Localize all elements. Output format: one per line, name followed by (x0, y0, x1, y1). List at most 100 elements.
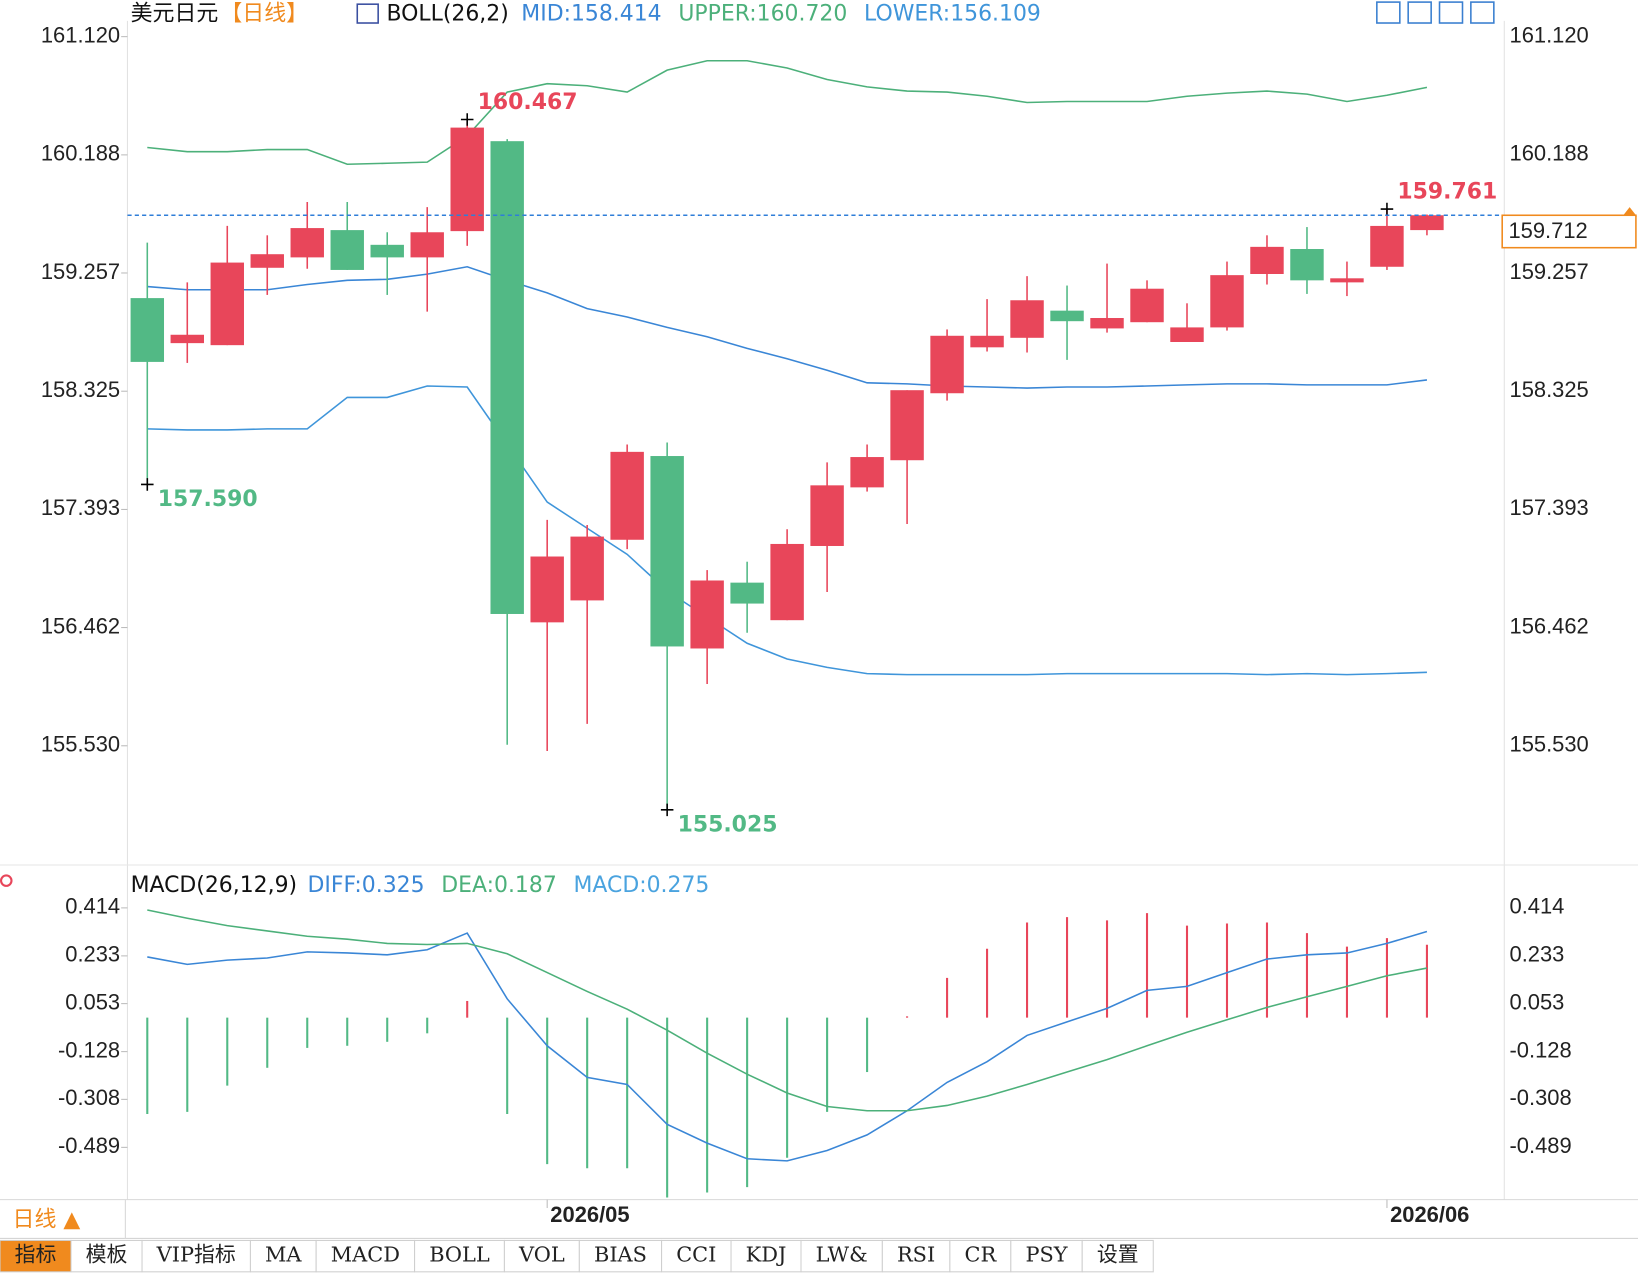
candle-body (610, 451, 644, 540)
candle-body (1370, 225, 1404, 267)
y-tick-label: 156.462 (1510, 613, 1589, 638)
candle-body (970, 335, 1004, 348)
candle-body (330, 230, 364, 270)
tab-bg[interactable] (0, 1239, 72, 1273)
tab[interactable]: LW& (800, 1239, 883, 1273)
tab-label[interactable]: BIAS (594, 1243, 647, 1267)
y-tick-label: 160.188 (41, 141, 120, 166)
y-tick-label: 0.233 (1510, 942, 1565, 967)
tab-bg[interactable] (661, 1239, 732, 1273)
y-tick-label: 157.393 (1510, 495, 1589, 520)
tab-bg[interactable] (249, 1239, 317, 1273)
tab-label[interactable]: PSY (1025, 1243, 1067, 1267)
tab-bg[interactable] (1081, 1239, 1154, 1273)
tab[interactable]: 设置 (1081, 1239, 1154, 1273)
candle-body (170, 334, 204, 344)
band-line (147, 59, 1428, 166)
annotation-marker (660, 803, 674, 817)
tab[interactable]: 模板 (70, 1239, 143, 1273)
y-tick-label: -0.489 (1510, 1133, 1572, 1158)
annotation-marker (460, 113, 474, 126)
annotation-marker (1380, 202, 1394, 216)
y-tick-label: 156.462 (41, 613, 120, 638)
icon[interactable] (1438, 1, 1464, 24)
candle-body (890, 390, 924, 461)
current-price-box (1501, 214, 1637, 249)
tab-bg[interactable] (503, 1239, 580, 1273)
tab[interactable]: 指标 (0, 1239, 72, 1273)
tab[interactable]: MA (249, 1239, 317, 1273)
y-tick-label: 155.530 (1510, 732, 1589, 757)
tab-bg[interactable] (881, 1239, 951, 1273)
tab-label[interactable]: BOLL (429, 1243, 490, 1267)
candle-body (210, 262, 244, 346)
tab[interactable]: VIP指标 (141, 1239, 251, 1273)
candle-body (850, 457, 884, 488)
tab-bg[interactable] (949, 1239, 1012, 1273)
tab-label[interactable]: CR (964, 1243, 997, 1267)
macd-panel: 0.414 0.414 0.233 0.233 0.053 0.053 -0.128 -0.1… (58, 873, 1572, 1198)
tab-label[interactable]: 设置 (1097, 1243, 1139, 1267)
tab-label[interactable]: KDJ (746, 1243, 787, 1267)
tab[interactable]: CCI (661, 1239, 732, 1273)
tab-label[interactable]: MA (265, 1243, 302, 1267)
band-line (147, 265, 1428, 389)
indicator-icon (356, 3, 379, 24)
candle-body (1410, 215, 1444, 231)
tab-label[interactable]: MACD (331, 1243, 400, 1267)
tab-label[interactable]: LW& (816, 1243, 868, 1267)
candle-body (1170, 327, 1204, 342)
panel-icon[interactable] (0, 874, 13, 887)
tab-bg[interactable] (730, 1239, 802, 1273)
legend-entry: DEA:0.187 (441, 873, 557, 898)
macd-line (147, 909, 1428, 1112)
toolbar-icons[interactable] (1376, 1, 1495, 24)
icon[interactable] (1407, 1, 1432, 24)
icon[interactable] (1376, 1, 1401, 24)
tab[interactable]: PSY (1010, 1239, 1083, 1273)
tab[interactable]: BIAS (578, 1239, 663, 1273)
candle-body (1290, 249, 1324, 281)
tab-label[interactable]: VIP指标 (156, 1243, 236, 1267)
tab-label[interactable]: VOL (518, 1243, 565, 1267)
candle-body (690, 580, 724, 649)
tab[interactable]: BOLL (414, 1239, 505, 1273)
tab-label[interactable]: RSI (897, 1243, 935, 1267)
annotation-marker (141, 478, 154, 491)
y-tick-label: 0.233 (65, 942, 120, 967)
candle-body (290, 228, 324, 258)
period-selector[interactable]: 日线 ▲ (13, 1208, 81, 1233)
candle-body (930, 335, 964, 394)
band-line (147, 385, 1427, 676)
tab-bg[interactable] (315, 1239, 416, 1273)
tab-bg[interactable] (1010, 1239, 1083, 1273)
candle-body (570, 536, 604, 601)
indicator-name: BOLL(26,2) (387, 2, 509, 27)
tab-bg[interactable] (800, 1239, 883, 1273)
tab[interactable]: MACD (315, 1239, 416, 1273)
candle-body (810, 485, 844, 546)
tab[interactable]: KDJ (730, 1239, 802, 1273)
y-tick-label: -0.489 (58, 1133, 120, 1158)
tab[interactable]: RSI (881, 1239, 951, 1273)
tab-label[interactable]: 模板 (86, 1243, 128, 1267)
candle-body (1330, 278, 1364, 283)
y-tick-label: 158.325 (41, 377, 120, 402)
icon[interactable] (1470, 1, 1495, 24)
legend-entry: DIFF:0.325 (308, 873, 425, 898)
price-arrow (1622, 207, 1637, 217)
tab-label[interactable]: 指标 (15, 1243, 57, 1267)
legend-entry: MACD:0.275 (573, 873, 709, 898)
tab-bg[interactable] (141, 1239, 251, 1273)
tab[interactable]: CR (949, 1239, 1012, 1273)
tab-bg[interactable] (578, 1239, 663, 1273)
y-tick-label: 161.120 (1510, 22, 1589, 47)
annotation-label: 155.025 (678, 813, 778, 838)
legend-entry: UPPER:160.720 (678, 2, 847, 27)
candle-body (490, 141, 524, 614)
tab[interactable]: VOL (503, 1239, 580, 1273)
tab-label[interactable]: CCI (676, 1243, 716, 1267)
tab-bg[interactable] (414, 1239, 505, 1273)
